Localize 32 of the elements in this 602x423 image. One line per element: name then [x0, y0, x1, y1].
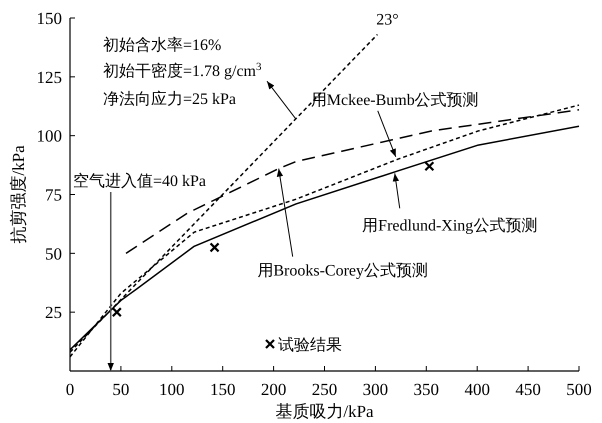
annotation: 用Mckee-Bumb公式预测 — [310, 92, 479, 158]
legend-label: 试验结果 — [278, 336, 342, 354]
ref-line: 空气进入值=40 kPa — [73, 173, 206, 371]
annotation: 初始干密度=1.78 g/cm$^{3}$ — [102, 61, 262, 80]
legend: 试验结果 — [264, 337, 342, 354]
y-tick-label: 150 — [36, 9, 62, 28]
x-tick-label: 200 — [260, 380, 286, 399]
x-tick-label: 250 — [312, 380, 338, 399]
y-tick-label: 25 — [45, 303, 62, 322]
x-tick-label: 450 — [515, 380, 541, 399]
x-tick-label: 150 — [210, 380, 236, 399]
y-tick-label: 75 — [45, 186, 62, 204]
y-tick-label: 100 — [36, 126, 62, 146]
annotation: 用Fredlund-Xing公式预测 — [362, 216, 538, 234]
x-tick-label: 100 — [159, 380, 185, 399]
y-axis-title: 抗剪强度/kPa — [9, 144, 28, 244]
ref-line-label: 空气进入值=40 kPa — [73, 172, 206, 190]
x-tick-label: 50 — [112, 380, 130, 399]
x-tick-label: 400 — [464, 380, 490, 399]
annotation: 用Brooks-Corey公式预测 — [257, 262, 428, 280]
annotation: 初始含水率=16% — [103, 37, 222, 54]
annotation: 用Mckee-Bumb公式预测 — [310, 90, 479, 109]
x-axis-title: 基质吸力/kPa — [275, 402, 374, 421]
annotation: 净法向应力=25 kPa — [103, 91, 236, 108]
y-tick-label: 50 — [45, 244, 62, 264]
y-tick-label: 125 — [36, 68, 62, 87]
x-tick-label: 350 — [414, 380, 440, 399]
annotation: 用Fredlund-Xing公式预测 — [362, 172, 538, 234]
x-tick-label: 300 — [362, 380, 388, 399]
x-tick-label: 500 — [566, 380, 592, 399]
annotation: 23° — [376, 11, 399, 28]
x-tick-label: 0 — [66, 380, 74, 399]
